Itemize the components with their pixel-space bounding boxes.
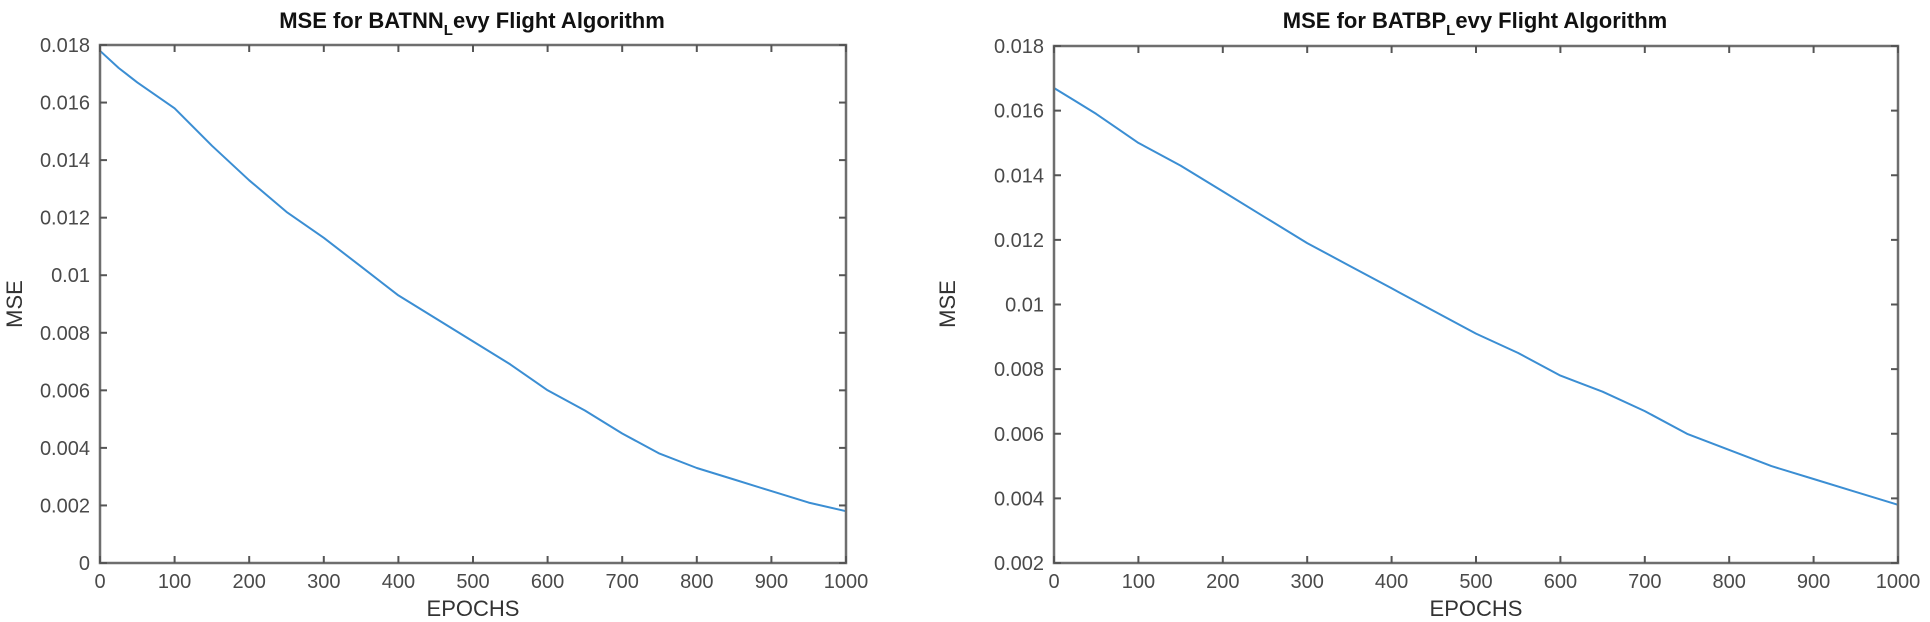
y-tick-label: 0.004 bbox=[40, 438, 90, 460]
chart-batnn-mse: MSE for BATNNLevy Flight Algorithm 0 100 2… bbox=[2, 8, 868, 621]
y-tick-label: 0.002 bbox=[994, 553, 1044, 575]
x-axis-label: EPOCHS bbox=[427, 596, 520, 621]
x-tick-label: 300 bbox=[1291, 571, 1324, 593]
chart-title: MSE for BATNNLevy Flight Algorithm bbox=[279, 8, 665, 39]
plot-area: 0 100 200 300 400 500 600 700 800 900 1000 0 0.002 0.… bbox=[40, 35, 868, 593]
axes-box bbox=[1052, 44, 1900, 565]
x-tick-label: 1000 bbox=[1876, 571, 1921, 593]
x-tick-label: 900 bbox=[1797, 571, 1830, 593]
y-tick-label: 0.008 bbox=[994, 359, 1044, 381]
y-tick-label: 0.016 bbox=[994, 101, 1044, 123]
x-tick-label: 700 bbox=[606, 571, 639, 593]
y-tick-label: 0.006 bbox=[994, 424, 1044, 446]
y-tick-label: 0.016 bbox=[40, 93, 90, 115]
y-tick-label: 0.002 bbox=[40, 495, 90, 517]
x-tick-label: 800 bbox=[1713, 571, 1746, 593]
chart-batbp-mse: MSE for BATBPLevy Flight Algorithm 0 100 2… bbox=[935, 8, 1920, 621]
x-axis-label: EPOCHS bbox=[1430, 596, 1523, 621]
x-tick-label: 1000 bbox=[824, 571, 869, 593]
y-tick-label: 0.004 bbox=[994, 488, 1044, 510]
plot-area: 0 100 200 300 400 500 600 700 800 900 1000 0.002 0.0… bbox=[994, 36, 1920, 593]
y-axis-label: MSE bbox=[2, 280, 27, 328]
x-tick-label: 0 bbox=[94, 571, 105, 593]
x-tick-label: 400 bbox=[382, 571, 415, 593]
x-tick-label: 300 bbox=[307, 571, 340, 593]
y-tick-label: 0.006 bbox=[40, 380, 90, 402]
y-axis-label: MSE bbox=[935, 280, 960, 328]
x-tick-label: 900 bbox=[755, 571, 788, 593]
y-tick-label: 0.018 bbox=[994, 36, 1044, 58]
chart-title: MSE for BATBPLevy Flight Algorithm bbox=[1283, 8, 1667, 39]
axes-box bbox=[98, 43, 848, 565]
y-tick-label: 0.014 bbox=[40, 150, 90, 172]
y-tick-label: 0.014 bbox=[994, 165, 1044, 187]
y-tick-label: 0.018 bbox=[40, 35, 90, 57]
x-tick-label: 500 bbox=[456, 571, 489, 593]
x-tick-label: 200 bbox=[1206, 571, 1239, 593]
x-tick-label: 800 bbox=[680, 571, 713, 593]
x-tick-label: 100 bbox=[158, 571, 191, 593]
x-tick-label: 400 bbox=[1375, 571, 1408, 593]
x-tick-label: 0 bbox=[1048, 571, 1059, 593]
x-tick-label: 700 bbox=[1628, 571, 1661, 593]
x-tick-label: 600 bbox=[531, 571, 564, 593]
x-tick-label: 200 bbox=[233, 571, 266, 593]
y-tick-label: 0 bbox=[79, 553, 90, 575]
x-tick-label: 100 bbox=[1122, 571, 1155, 593]
x-tick-label: 500 bbox=[1459, 571, 1492, 593]
y-tick-label: 0.01 bbox=[51, 265, 90, 287]
y-tick-label: 0.012 bbox=[994, 230, 1044, 252]
x-tick-label: 600 bbox=[1544, 571, 1577, 593]
y-tick-label: 0.008 bbox=[40, 323, 90, 345]
y-tick-label: 0.01 bbox=[1005, 295, 1044, 317]
series-line-0 bbox=[99, 50, 847, 513]
y-tick-label: 0.012 bbox=[40, 208, 90, 230]
series-line-0 bbox=[1053, 87, 1899, 506]
